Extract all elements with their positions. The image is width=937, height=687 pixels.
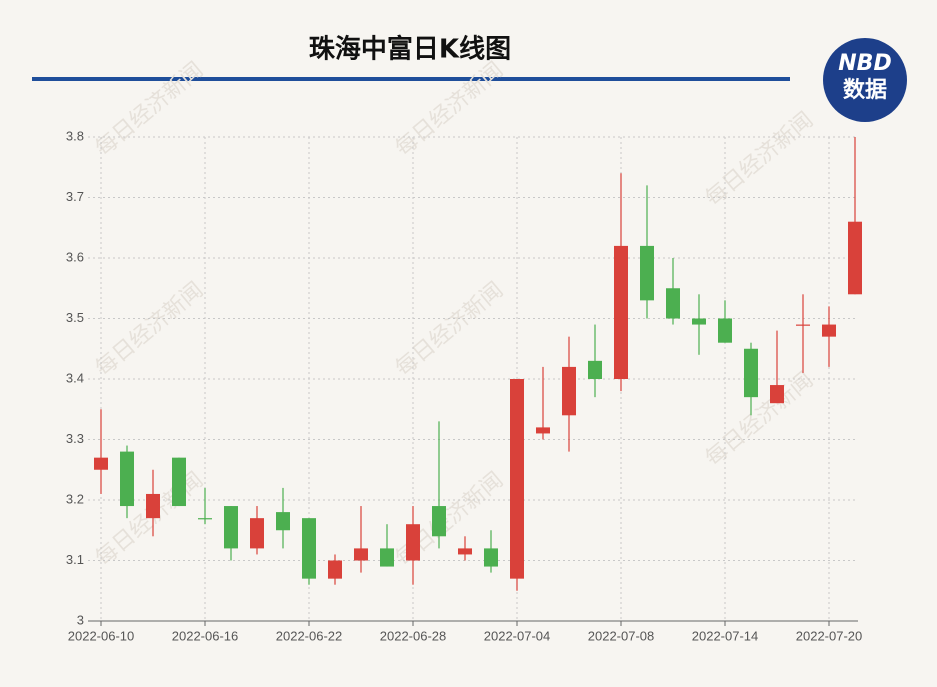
candle-body	[796, 324, 810, 326]
y-tick-label: 3.6	[66, 249, 84, 264]
x-tick-label: 2022-07-08	[588, 628, 655, 643]
watermark: 每日经济新闻	[91, 58, 208, 162]
candle-body	[640, 245, 654, 301]
watermark: 每日经济新闻	[701, 368, 818, 472]
candle-body	[276, 512, 290, 531]
watermark: 每日经济新闻	[91, 278, 208, 382]
candle-body	[562, 366, 576, 416]
candle-body	[614, 245, 628, 379]
x-tick-label: 2022-07-04	[484, 628, 551, 643]
y-tick-label: 3.8	[66, 128, 84, 143]
candle-body	[692, 318, 706, 325]
candle-body	[328, 560, 342, 579]
candle-body	[354, 548, 368, 561]
candle-body	[536, 427, 550, 434]
candle-body	[380, 548, 394, 567]
candle-body	[718, 318, 732, 343]
candle-body	[666, 288, 680, 319]
chart-title: 珠海中富日K线图	[309, 34, 511, 65]
candle-body	[172, 457, 186, 507]
y-tick-label: 3.2	[66, 491, 84, 506]
y-tick-label: 3.1	[66, 552, 84, 567]
x-tick-label: 2022-06-22	[276, 628, 343, 643]
candle-body	[744, 348, 758, 398]
watermark: 每日经济新闻	[701, 108, 818, 212]
candle-body	[120, 451, 134, 507]
y-tick-label: 3.3	[66, 431, 84, 446]
y-tick-label: 3.4	[66, 370, 84, 385]
x-tick-label: 2022-06-28	[380, 628, 447, 643]
candle-body	[224, 506, 238, 549]
x-tick-label: 2022-07-20	[796, 628, 863, 643]
candle-body	[458, 548, 472, 555]
title-rule	[32, 77, 790, 81]
logo	[823, 38, 907, 122]
candle-body	[848, 221, 862, 295]
candle-body	[198, 518, 212, 520]
candle-body	[146, 493, 160, 519]
logo-bottom: 数据	[843, 77, 887, 103]
candle-body	[822, 324, 836, 337]
x-tick-label: 2022-06-16	[172, 628, 239, 643]
candle-body	[770, 385, 784, 404]
candle-body	[302, 518, 316, 579]
y-tick-label: 3	[77, 612, 84, 627]
y-tick-label: 3.5	[66, 310, 84, 325]
x-tick-label: 2022-06-10	[68, 628, 135, 643]
candle-body	[94, 457, 108, 470]
candle-body	[588, 360, 602, 379]
candle-body	[484, 548, 498, 567]
logo-top: NBD	[838, 51, 891, 76]
watermark: 每日经济新闻	[391, 278, 508, 382]
candle-body	[432, 506, 446, 537]
candle-body	[406, 524, 420, 561]
x-tick-label: 2022-07-14	[692, 628, 759, 643]
candle-body	[510, 379, 524, 579]
candle-body	[250, 518, 264, 549]
watermark: 每日经济新闻	[391, 58, 508, 162]
y-tick-label: 3.7	[66, 189, 84, 204]
watermark: 每日经济新闻	[91, 468, 208, 572]
